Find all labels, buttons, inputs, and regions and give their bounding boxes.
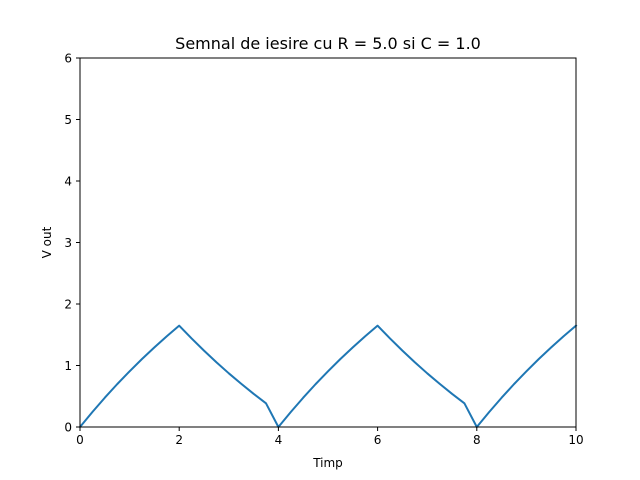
y-axis: 0 1 2 3 4 5 6 (64, 52, 80, 435)
y-tick-label: 3 (64, 236, 72, 250)
y-tick-label: 2 (64, 298, 72, 312)
series-line (78, 324, 578, 429)
y-tick-label: 4 (64, 175, 72, 189)
y-tick-label: 5 (64, 113, 72, 127)
y-tick-label: 6 (64, 52, 72, 66)
x-tick-label: 0 (76, 433, 84, 447)
chart-title: Semnal de iesire cu R = 5.0 si C = 1.0 (175, 34, 481, 53)
plot-area (78, 324, 578, 429)
x-axis: 0 2 4 6 8 10 (76, 427, 584, 447)
x-tick-label: 4 (275, 433, 283, 447)
x-axis-label: Timp (312, 456, 343, 470)
x-tick-label: 8 (473, 433, 481, 447)
x-tick-label: 6 (374, 433, 382, 447)
x-tick-label: 10 (568, 433, 583, 447)
y-tick-label: 0 (64, 421, 72, 435)
y-axis-label: V out (40, 226, 54, 258)
y-tick-label: 1 (64, 359, 72, 373)
x-tick-label: 2 (175, 433, 183, 447)
